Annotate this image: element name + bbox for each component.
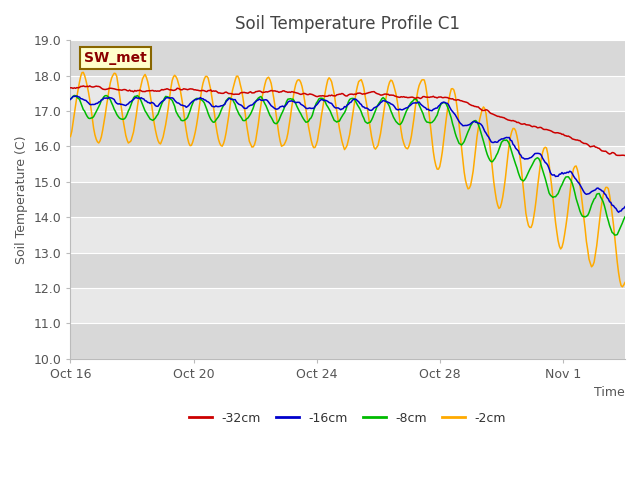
Title: Soil Temperature Profile C1: Soil Temperature Profile C1 <box>236 15 460 33</box>
Text: SW_met: SW_met <box>84 51 147 65</box>
Bar <box>70 40 625 75</box>
Bar <box>70 146 625 182</box>
Bar <box>70 111 625 146</box>
Bar <box>70 324 625 359</box>
Bar <box>70 182 625 217</box>
X-axis label: Time: Time <box>595 386 625 399</box>
Bar <box>70 288 625 324</box>
Y-axis label: Soil Temperature (C): Soil Temperature (C) <box>15 135 28 264</box>
Legend: -32cm, -16cm, -8cm, -2cm: -32cm, -16cm, -8cm, -2cm <box>184 407 511 430</box>
Bar <box>70 252 625 288</box>
Bar <box>70 75 625 111</box>
Bar <box>70 217 625 252</box>
